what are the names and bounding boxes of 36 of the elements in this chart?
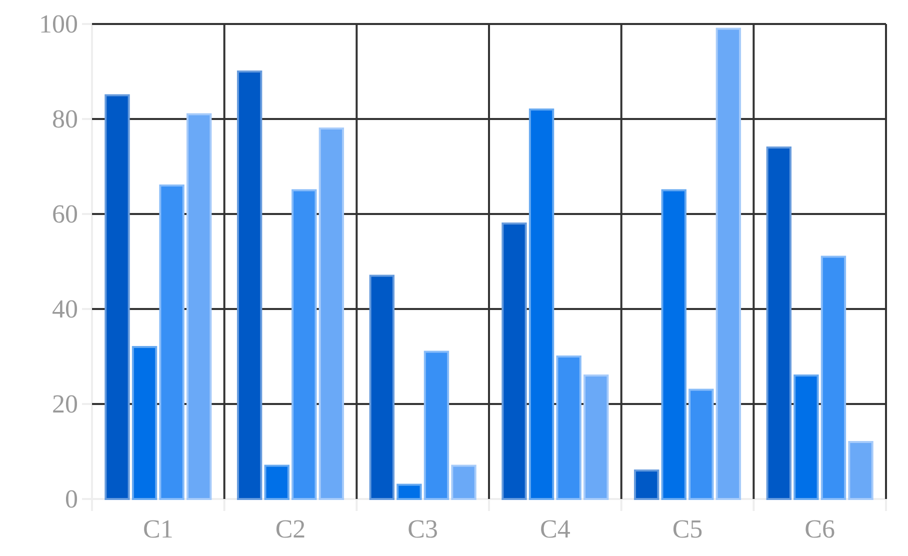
bar: [848, 441, 874, 500]
bar: [634, 470, 660, 500]
bar: [186, 113, 212, 500]
bar: [661, 189, 686, 500]
x-tick-label: C3: [408, 514, 438, 544]
bar: [132, 346, 158, 500]
bar: [236, 70, 262, 500]
x-tick-label: C1: [142, 514, 174, 544]
bar: [716, 28, 742, 500]
bar: [396, 484, 422, 500]
bar: [528, 108, 554, 500]
bar: [556, 356, 582, 500]
bar: [292, 189, 317, 500]
x-tick-label: C4: [540, 514, 570, 544]
bar: [820, 256, 846, 500]
y-tick-label: 20: [52, 390, 78, 418]
y-tick-label: 0: [65, 484, 78, 514]
bar: [104, 94, 130, 500]
bar: [451, 464, 476, 500]
bar: [318, 128, 344, 500]
y-tick-label: 60: [52, 200, 78, 228]
bar: [766, 146, 792, 500]
bar: [159, 184, 184, 500]
bar: [688, 388, 714, 500]
x-tick-label: C5: [672, 514, 703, 544]
y-tick-label: 100: [39, 10, 78, 38]
bar: [369, 274, 394, 500]
y-tick-label: 80: [52, 104, 78, 134]
x-tick-label: C2: [275, 514, 306, 544]
x-tick-label: C6: [804, 514, 836, 544]
bar: [502, 222, 527, 500]
bar: [264, 464, 290, 500]
y-tick-label: 40: [52, 294, 78, 324]
bar: [424, 350, 450, 500]
bar: [794, 374, 819, 500]
bar: [584, 374, 609, 500]
